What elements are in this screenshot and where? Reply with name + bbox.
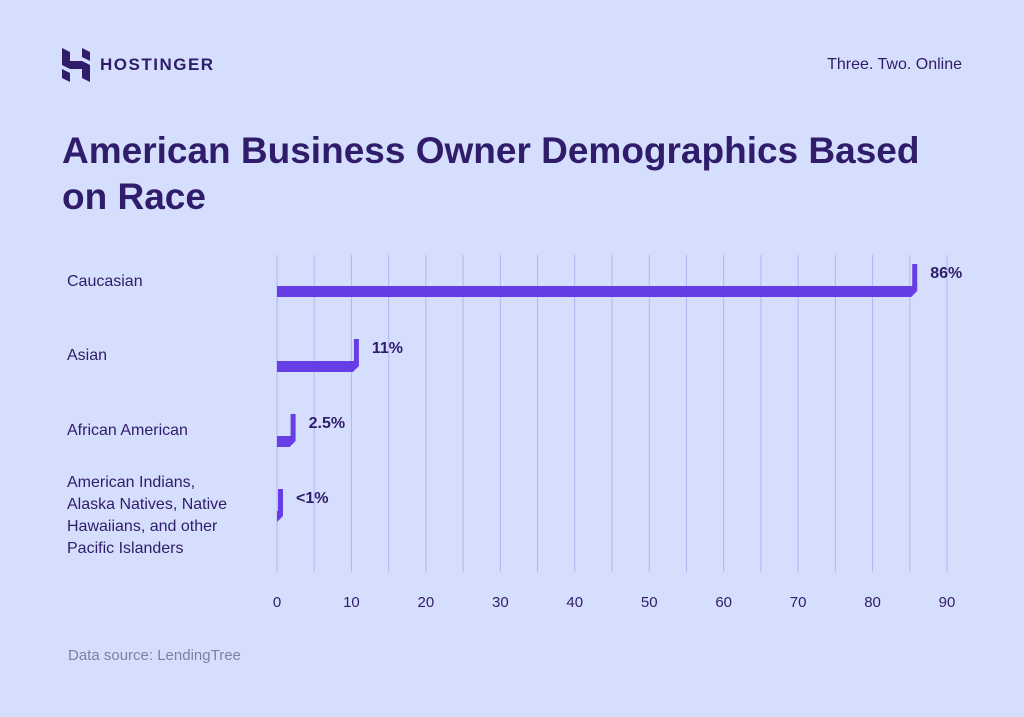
x-tick-label: 20 [418, 594, 435, 611]
category-label: Hawaiians, and other [67, 518, 218, 535]
x-tick-label: 50 [641, 594, 658, 611]
data-source: Data source: LendingTree [68, 647, 241, 664]
data-label: <1% [296, 490, 328, 507]
chart-title: American Business Owner Demographics Bas… [62, 130, 920, 217]
category-label: American Indians, [67, 474, 195, 491]
category-label: Pacific Islanders [67, 540, 184, 557]
category-label: Caucasian [67, 273, 143, 290]
x-tick-label: 0 [273, 594, 281, 611]
x-tick-label: 60 [715, 594, 732, 611]
bar [277, 489, 283, 522]
hostinger-h-icon [62, 48, 90, 82]
bar [277, 339, 359, 372]
x-tick-label: 90 [939, 594, 956, 611]
x-tick-label: 80 [864, 594, 881, 611]
category-label: African American [67, 422, 188, 439]
data-label: 86% [930, 265, 962, 282]
tagline: Three. Two. Online [827, 56, 962, 73]
category-label: Alaska Natives, Native [67, 496, 227, 513]
category-label: Asian [67, 347, 107, 364]
data-label: 2.5% [309, 415, 345, 432]
data-label: 11% [372, 340, 403, 357]
bar [277, 414, 296, 447]
x-tick-label: 70 [790, 594, 807, 611]
hostinger-logo: HOSTINGER [62, 48, 215, 82]
x-tick-label: 30 [492, 594, 509, 611]
x-tick-label: 10 [343, 594, 360, 611]
brand-name: HOSTINGER [100, 55, 215, 74]
bar [277, 264, 918, 297]
x-tick-label: 40 [566, 594, 583, 611]
